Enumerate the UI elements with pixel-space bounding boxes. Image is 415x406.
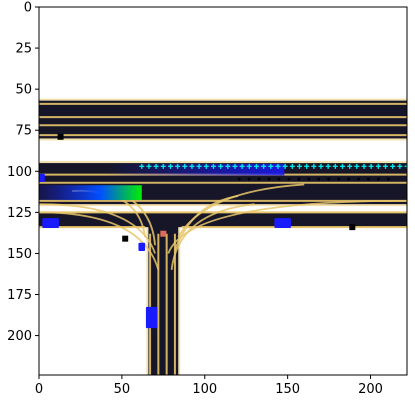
other-track-point [327,177,330,181]
future-point [296,163,302,169]
future-point [304,163,310,169]
history-trail [39,185,142,201]
future-point [167,163,173,169]
future-point [196,163,202,169]
x-tick-label: 0 [35,382,43,397]
other-track-point [387,177,390,181]
y-tick-label: 0 [24,1,32,16]
agent-box [145,306,158,329]
other-track-point [257,177,261,181]
x-tick-label: 200 [358,382,383,397]
x-tick-label: 150 [275,382,300,397]
ego-marker [160,230,167,237]
history-trail-secondary [105,163,285,176]
other-track-point [377,177,380,181]
agent-box [274,218,291,228]
future-point [382,163,388,169]
x-tick-label: 50 [114,382,131,397]
turn-curve [39,203,156,254]
road-gap [39,145,407,157]
future-point [325,163,331,169]
agent-box [138,242,146,251]
x-tick-label: 100 [192,382,217,397]
future-point [175,163,181,169]
other-marker [122,235,129,242]
future-point [182,163,188,169]
future-point [289,163,295,169]
turn-curve [174,195,239,251]
future-point [268,163,274,169]
y-tick-label: 75 [15,124,32,139]
future-point [332,163,338,169]
future-point [282,163,288,169]
future-point [203,163,209,169]
other-track-point [267,177,271,181]
future-point [375,163,381,169]
other-track-point [367,177,370,181]
future-point [232,163,238,169]
future-point [139,163,145,169]
turn-curve [167,199,407,254]
y-tick-label: 50 [15,83,32,98]
axes: 0 50 100 150 200 0 25 50 75 100 125 150 175 200 [7,1,408,397]
turn-curve [170,203,255,270]
future-point [339,163,345,169]
y-tick-label: 100 [7,165,32,180]
turn-curve [39,211,160,271]
other-track-point [317,177,320,181]
turn-curve [177,183,305,238]
future-point [390,163,396,169]
upper-road [39,100,407,139]
future-point [311,163,317,169]
y-tick-label: 175 [7,288,32,303]
other-track-point [237,177,241,181]
agent-box [42,218,59,228]
other-track-point [337,177,340,181]
other-marker [57,133,64,140]
y-tick-label: 25 [15,42,32,57]
agent-box [39,173,45,182]
y-tick-label: 150 [7,247,32,262]
other-track-point [247,177,251,181]
future-point [146,163,152,169]
future-point [246,163,252,169]
future-point [218,163,224,169]
other-track-point [357,177,360,181]
future-point [239,163,245,169]
other-track-point [297,177,301,181]
other-track-point [347,177,350,181]
future-point [160,163,166,169]
future-point [261,163,267,169]
future-point [225,163,231,169]
future-point [253,163,259,169]
other-marker [349,224,356,231]
future-point [275,163,281,169]
future-point [153,163,159,169]
other-track-point [277,177,281,181]
y-tick-label: 200 [7,329,32,344]
other-track-point [307,177,311,181]
future-point [347,163,353,169]
future-point [368,163,374,169]
other-track-point [287,177,291,181]
axes-frame [38,6,408,376]
plot-area [39,7,407,375]
future-point [210,163,216,169]
future-point [397,163,403,169]
y-tick-label: 125 [7,206,32,221]
future-point [318,163,324,169]
future-point [354,163,360,169]
future-point [404,163,407,169]
future-point [189,163,195,169]
future-point [361,163,367,169]
